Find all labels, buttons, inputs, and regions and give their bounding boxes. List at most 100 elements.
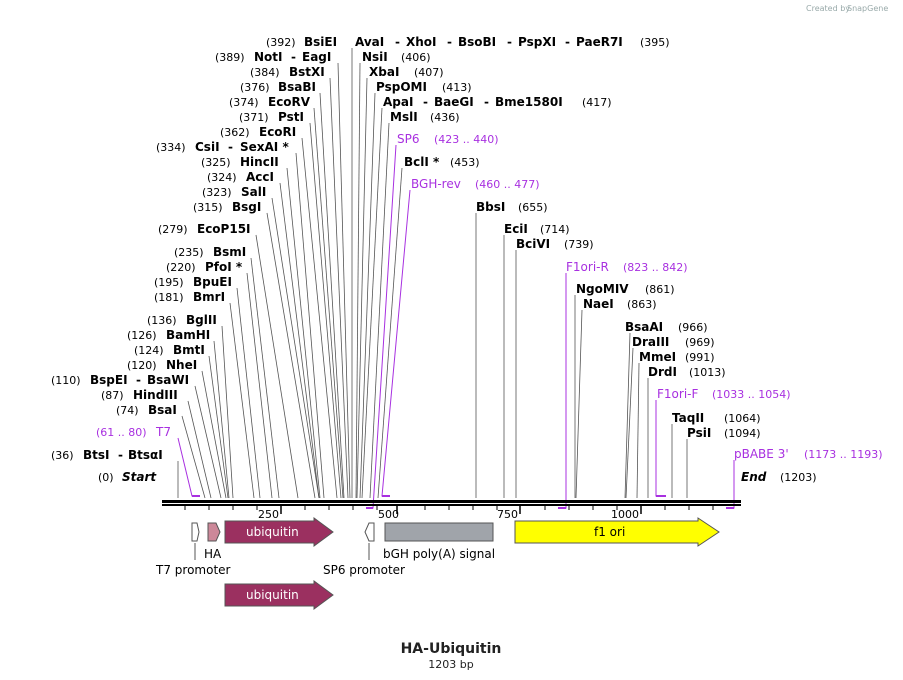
enzyme-label: DrdI [648, 365, 677, 379]
leader-hindiii [187, 400, 212, 499]
primer-label-f1ori-r: F1ori-R [566, 260, 609, 274]
enzyme-label: BsoBI [458, 35, 496, 49]
enzyme-label: BstXI [289, 65, 325, 79]
enzyme-label: AccI [246, 170, 274, 184]
leader-bamhi [213, 340, 230, 499]
site-pos: (110) [51, 374, 81, 387]
enzyme-label: XhoI [406, 35, 437, 49]
site-pos: (417) [582, 96, 612, 109]
separator: - [395, 35, 400, 49]
site-pos: (453) [450, 156, 480, 169]
site-pos: (863) [627, 298, 657, 311]
site-pos: (136) [147, 314, 177, 327]
feature-label-ubiquitin-2: ubiquitin [246, 588, 299, 602]
site-pos: (966) [678, 321, 708, 334]
leader-mmei [636, 362, 640, 499]
leader-apai [361, 107, 383, 499]
feature-ubiquitin-2[interactable] [224, 580, 334, 610]
primer-leader-lines [177, 144, 735, 509]
enzyme-label: BtsI [83, 448, 110, 462]
separator: - [228, 140, 233, 154]
leader-msli [369, 122, 390, 499]
separator: - [507, 35, 512, 49]
enzyme-label: PsiI [687, 426, 711, 440]
enzyme-label: BpuEI [193, 275, 232, 289]
feature-label-ha: HA [204, 547, 222, 561]
start-label: Start [122, 470, 157, 484]
site-pos: (395) [640, 36, 670, 49]
site-pos: (195) [154, 276, 184, 289]
end-pos: (1203) [780, 471, 817, 484]
site-pos: (413) [442, 81, 472, 94]
site-pos: (323) [202, 186, 232, 199]
enzyme-label: NsiI [362, 50, 388, 64]
enzyme-label: BsaAI [625, 320, 663, 334]
enzyme-label: DraIII [632, 335, 669, 349]
enzyme-label: BsaI [148, 403, 177, 417]
enzyme-label: BmtI [173, 343, 205, 357]
leader-sali [271, 197, 320, 499]
enzyme-label: PfoI * [205, 260, 243, 274]
map-length: 1203 bp [428, 658, 473, 671]
enzyme-label: HincII [240, 155, 279, 169]
enzyme-label: MslI [390, 110, 418, 124]
site-pos: (861) [645, 283, 675, 296]
site-pos: (74) [116, 404, 139, 417]
enzyme-label: BsmI [213, 245, 246, 259]
leader-bcli [377, 167, 403, 499]
primer-range: (823 .. 842) [623, 261, 688, 274]
site-pos: (36) [51, 449, 74, 462]
site-pos: (392) [266, 36, 296, 49]
primer-labels: (61 .. 80) T7 SP6 (423 .. 440) BGH-rev (… [96, 132, 883, 461]
enzyme-label: CsiI [195, 140, 220, 154]
f1ori-r-primer-line [558, 273, 567, 509]
enzyme-label: HindIII [133, 388, 178, 402]
enzyme-label: PspXI [518, 35, 556, 49]
site-pos: (371) [239, 111, 269, 124]
separator: - [291, 50, 296, 64]
enzyme-label: TaqII [672, 411, 704, 425]
feature-f1-ori[interactable] [514, 517, 720, 547]
enzyme-label: MmeI [639, 350, 676, 364]
enzyme-label: BbsI [476, 200, 505, 214]
feature-ubiquitin[interactable] [224, 517, 334, 547]
feature-sp6-promoter[interactable] [364, 522, 375, 542]
feature-label-ubiquitin: ubiquitin [246, 525, 299, 539]
tick-label-250: 250 [258, 508, 279, 521]
leader-nsii [355, 62, 361, 499]
site-pos: (324) [207, 171, 237, 184]
leader-ecorv [313, 107, 344, 499]
enzyme-label: XbaI [369, 65, 399, 79]
primer-label-sp6: SP6 [397, 132, 420, 146]
enzyme-label: BclI * [404, 155, 440, 169]
enzyme-label: PstI [278, 110, 304, 124]
feature-t7-promoter[interactable] [191, 522, 200, 542]
feature-label-f1-ori: f1 ori [594, 525, 625, 539]
enzyme-label: BsaBI [278, 80, 316, 94]
enzyme-label: EcoRI [259, 125, 296, 139]
site-pos: (406) [401, 51, 431, 64]
leader-bsabi [319, 92, 345, 499]
enzyme-label: SexAI * [240, 140, 289, 154]
enzyme-label: ApaI [383, 95, 413, 109]
primer-range: (1173 .. 1193) [804, 448, 883, 461]
enzyme-label: EagI [302, 50, 331, 64]
leader-bsaai [624, 332, 631, 499]
bgh-rev-primer-line [381, 189, 411, 497]
feature-ha[interactable] [207, 522, 221, 542]
leader-bstxi [329, 77, 349, 499]
separator: - [565, 35, 570, 49]
backbone-top-strand [162, 500, 741, 503]
f1ori-f-primer-line [655, 400, 666, 497]
feature-bgh-polya[interactable] [384, 522, 494, 542]
site-pos: (87) [101, 389, 124, 402]
feature-label-bgh-polya: bGH poly(A) signal [383, 547, 495, 561]
site-pos: (389) [215, 51, 245, 64]
snapgene-logo: SnapGene [847, 4, 888, 13]
enzyme-label: BaeGI [434, 95, 474, 109]
enzyme-label: BciVI [516, 237, 550, 251]
site-pos: (436) [430, 111, 460, 124]
minor-ticks [184, 506, 714, 510]
enzyme-label: BamHI [166, 328, 210, 342]
